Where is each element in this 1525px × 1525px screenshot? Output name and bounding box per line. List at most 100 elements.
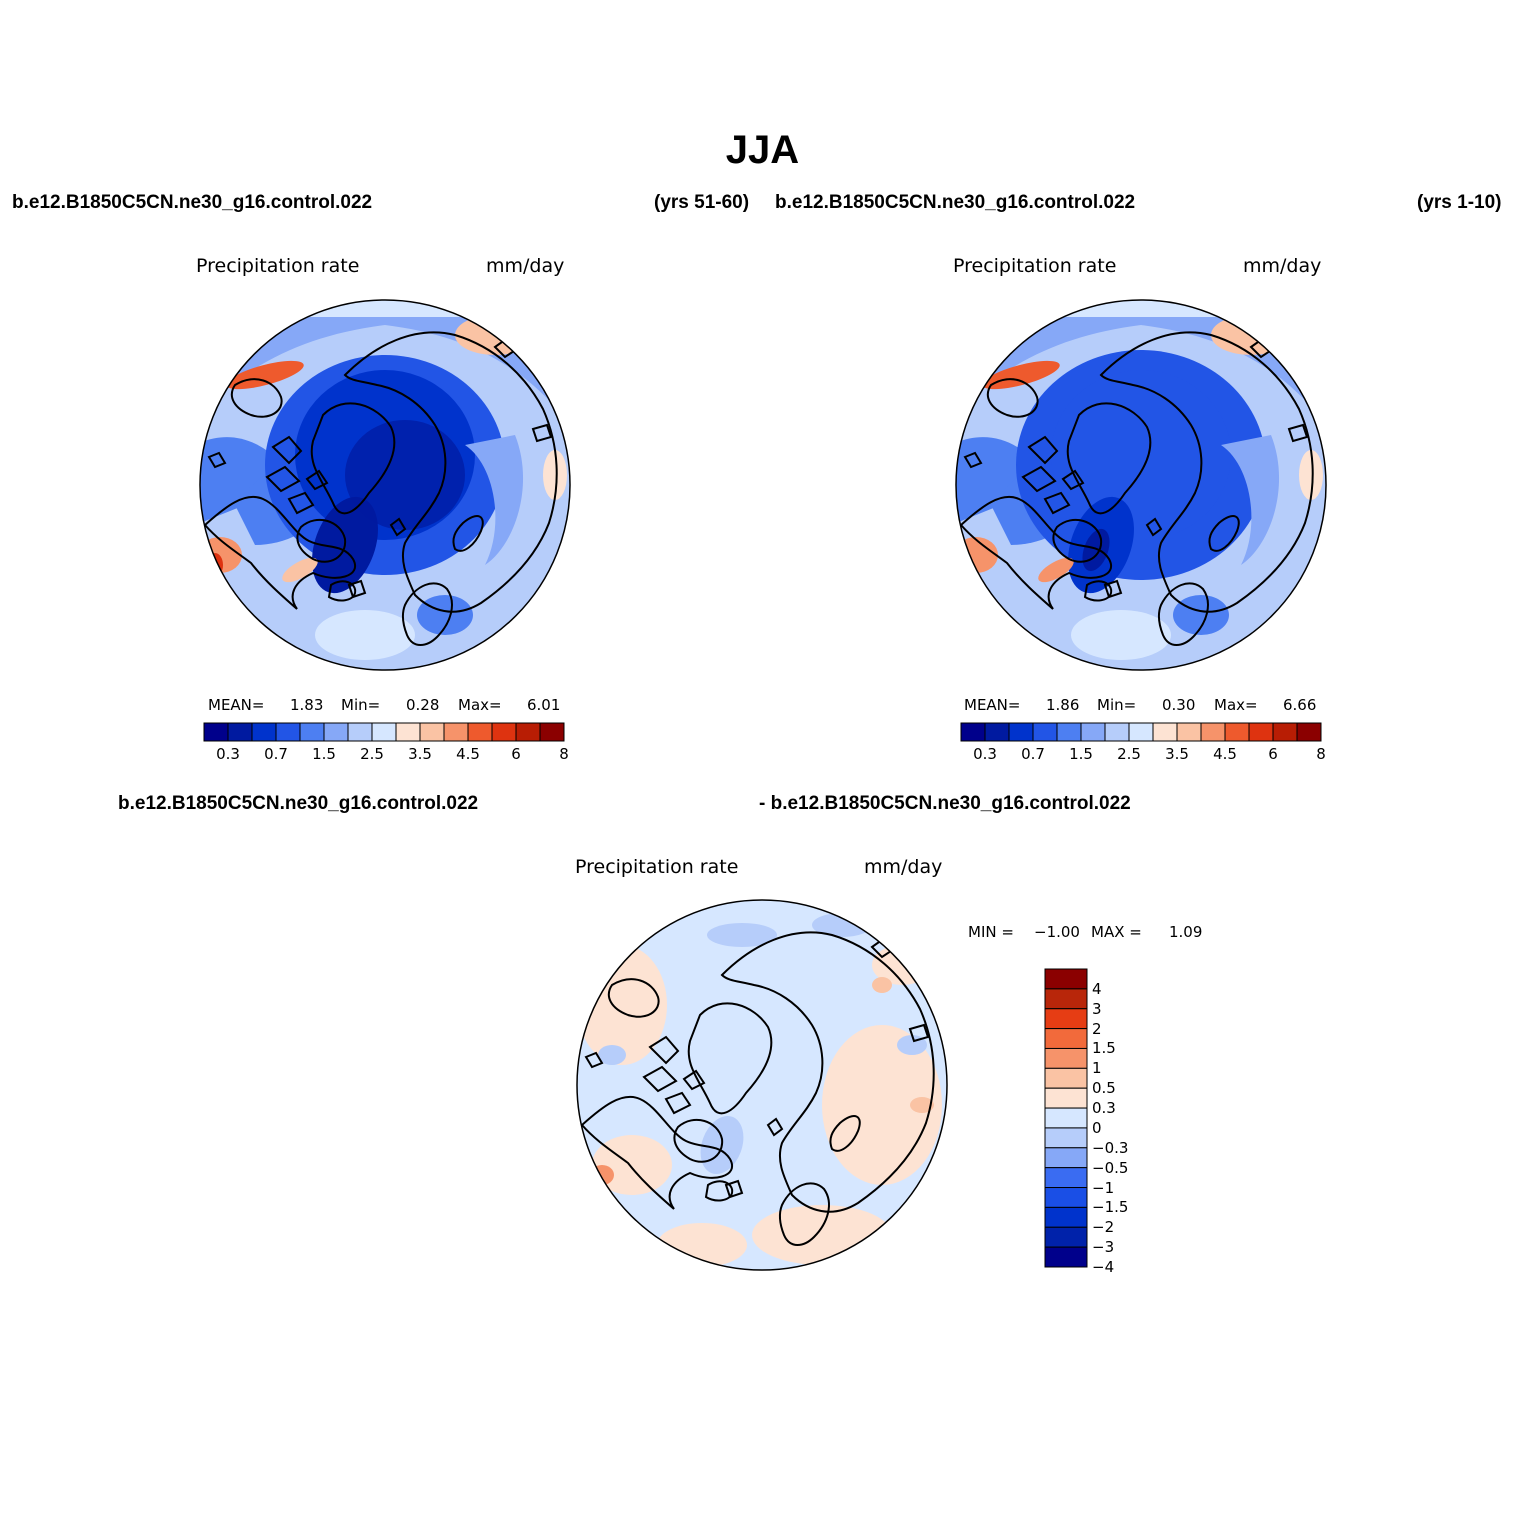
colorbar-tick-label: 6 [1268, 745, 1278, 763]
diff-colorbar [1044, 968, 1088, 1268]
colorbar-tick-label: 8 [559, 745, 569, 763]
panel2-mean-value: 1.86 [1046, 696, 1080, 714]
colorbar-box [1044, 1226, 1088, 1248]
panel1-map-border [199, 299, 571, 671]
colorbar-tick-label: 2.5 [1117, 745, 1141, 763]
colorbar-tick-label: 1 [1092, 1059, 1102, 1078]
colorbar-tick-label: 0.3 [216, 745, 240, 763]
colorbar-tick-label: −2 [1092, 1218, 1115, 1237]
colorbar-box [1032, 722, 1058, 742]
colorbar-tick-label: 4 [1092, 979, 1102, 998]
diff-max-value: 1.09 [1169, 923, 1203, 941]
panel2-units: mm/day [1243, 255, 1322, 277]
figure-title: JJA [725, 128, 800, 172]
diff-max-label: MAX = [1091, 923, 1142, 941]
colorbar-box [515, 722, 541, 742]
colorbar-tick-label: 3 [1092, 999, 1102, 1018]
colorbar-box [467, 722, 493, 742]
colorbar-box [1152, 722, 1178, 742]
colorbar-box [251, 722, 277, 742]
colorbar-tick-label: −3 [1092, 1238, 1115, 1257]
diff-min-value: −1.00 [1034, 923, 1080, 941]
panel2-mean-label: MEAN= [964, 696, 1021, 714]
colorbar-tick-label: 0 [1092, 1118, 1102, 1137]
colorbar-box [960, 722, 986, 742]
colorbar-tick-label: −0.5 [1092, 1158, 1129, 1177]
colorbar-box [1044, 1028, 1088, 1049]
panel2-years: (yrs 1-10) [1417, 192, 1502, 213]
colorbar-box [323, 722, 349, 742]
colorbar-box [1044, 1067, 1088, 1089]
panel2-variable: Precipitation rate [953, 255, 1117, 277]
colorbar-box [1200, 722, 1226, 742]
colorbar-box [984, 722, 1010, 742]
colorbar-box [1128, 722, 1154, 742]
colorbar-box [1056, 722, 1082, 742]
colorbar-box [1044, 1246, 1088, 1268]
colorbar-box [1044, 1127, 1088, 1149]
panel2-max-value: 6.66 [1283, 696, 1317, 714]
colorbar-tick-label: 1.5 [1092, 1039, 1116, 1058]
colorbar-box [1044, 1047, 1088, 1069]
colorbar-tick-label: −1.5 [1092, 1198, 1129, 1217]
colorbar-box [1044, 988, 1088, 1010]
colorbar-tick-label: 0.3 [973, 745, 997, 763]
colorbar-tick-label: 0.7 [264, 745, 288, 763]
panel2-max-label: Max= [1214, 696, 1258, 714]
diff-case-a: b.e12.B1850C5CN.ne30_g16.control.022 [118, 793, 479, 814]
colorbar-box [443, 722, 469, 742]
colorbar-box [1104, 722, 1130, 742]
colorbar-box [299, 722, 325, 742]
colorbar-box [275, 722, 301, 742]
colorbar-box [371, 722, 397, 742]
colorbar-tick-label: −4 [1092, 1258, 1115, 1276]
panel1-max-value: 6.01 [527, 696, 561, 714]
colorbar-tick-label: 4.5 [456, 745, 480, 763]
colorbar-box [1008, 722, 1034, 742]
colorbar-box [419, 722, 445, 742]
panel1-map [200, 300, 570, 670]
colorbar-box [1044, 1107, 1088, 1129]
panel1-units: mm/day [486, 255, 565, 277]
colorbar-tick-label: 1.5 [312, 745, 336, 763]
colorbar-tick-label: 1.5 [1069, 745, 1093, 763]
panel2-case-name: b.e12.B1850C5CN.ne30_g16.control.022 [775, 192, 1136, 213]
panel1-variable: Precipitation rate [196, 255, 360, 277]
colorbar-box [347, 722, 373, 742]
panel1-colorbar [203, 722, 565, 742]
panel1-mean-value: 1.83 [290, 696, 324, 714]
colorbar-tick-label: 6 [511, 745, 521, 763]
colorbar-tick-label: 3.5 [408, 745, 432, 763]
colorbar-box [227, 722, 253, 742]
colorbar-tick-label: 3.5 [1165, 745, 1189, 763]
diff-variable: Precipitation rate [575, 856, 739, 878]
panel1-years: (yrs 51-60) [654, 192, 750, 213]
diff-units: mm/day [864, 856, 943, 878]
colorbar-box [1044, 968, 1088, 990]
colorbar-tick-label: 0.7 [1021, 745, 1045, 763]
panel2-map-border [955, 299, 1327, 671]
panel1-min-label: Min= [341, 696, 381, 714]
colorbar-box [1044, 1087, 1088, 1109]
panel1-max-label: Max= [458, 696, 502, 714]
colorbar-box [395, 722, 421, 742]
colorbar-tick-label: 0.3 [1092, 1099, 1116, 1118]
panel1-min-value: 0.28 [406, 696, 440, 714]
colorbar-tick-label: 2 [1092, 1019, 1102, 1038]
colorbar-box [1044, 1187, 1088, 1208]
panel2-min-value: 0.30 [1162, 696, 1196, 714]
colorbar-box [1224, 722, 1250, 742]
colorbar-box [1296, 722, 1322, 742]
colorbar-tick-label: 4.5 [1213, 745, 1237, 763]
panel1-mean-label: MEAN= [208, 696, 265, 714]
colorbar-tick-label: −0.3 [1092, 1138, 1129, 1157]
colorbar-box [539, 722, 565, 742]
colorbar-box [1044, 1008, 1088, 1030]
panel2-min-label: Min= [1097, 696, 1137, 714]
diff-min-label: MIN = [968, 923, 1014, 941]
colorbar-tick-label: 0.5 [1092, 1079, 1116, 1098]
colorbar-box [1044, 1206, 1088, 1228]
colorbar-tick-label: 2.5 [360, 745, 384, 763]
colorbar-tick-label: 8 [1316, 745, 1326, 763]
